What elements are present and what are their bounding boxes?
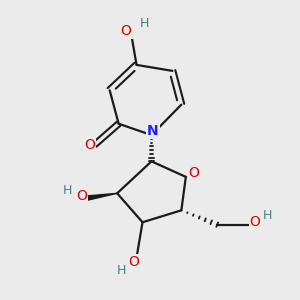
Text: O: O — [188, 166, 199, 180]
Polygon shape — [80, 193, 117, 202]
Text: H: H — [262, 209, 272, 222]
Text: H: H — [139, 17, 149, 31]
Text: O: O — [250, 215, 260, 229]
Text: O: O — [84, 138, 95, 152]
Text: H: H — [63, 184, 72, 197]
Text: O: O — [121, 24, 131, 38]
Text: O: O — [128, 255, 139, 269]
Text: O: O — [76, 189, 87, 203]
Text: H: H — [117, 263, 126, 277]
Text: N: N — [147, 124, 159, 138]
